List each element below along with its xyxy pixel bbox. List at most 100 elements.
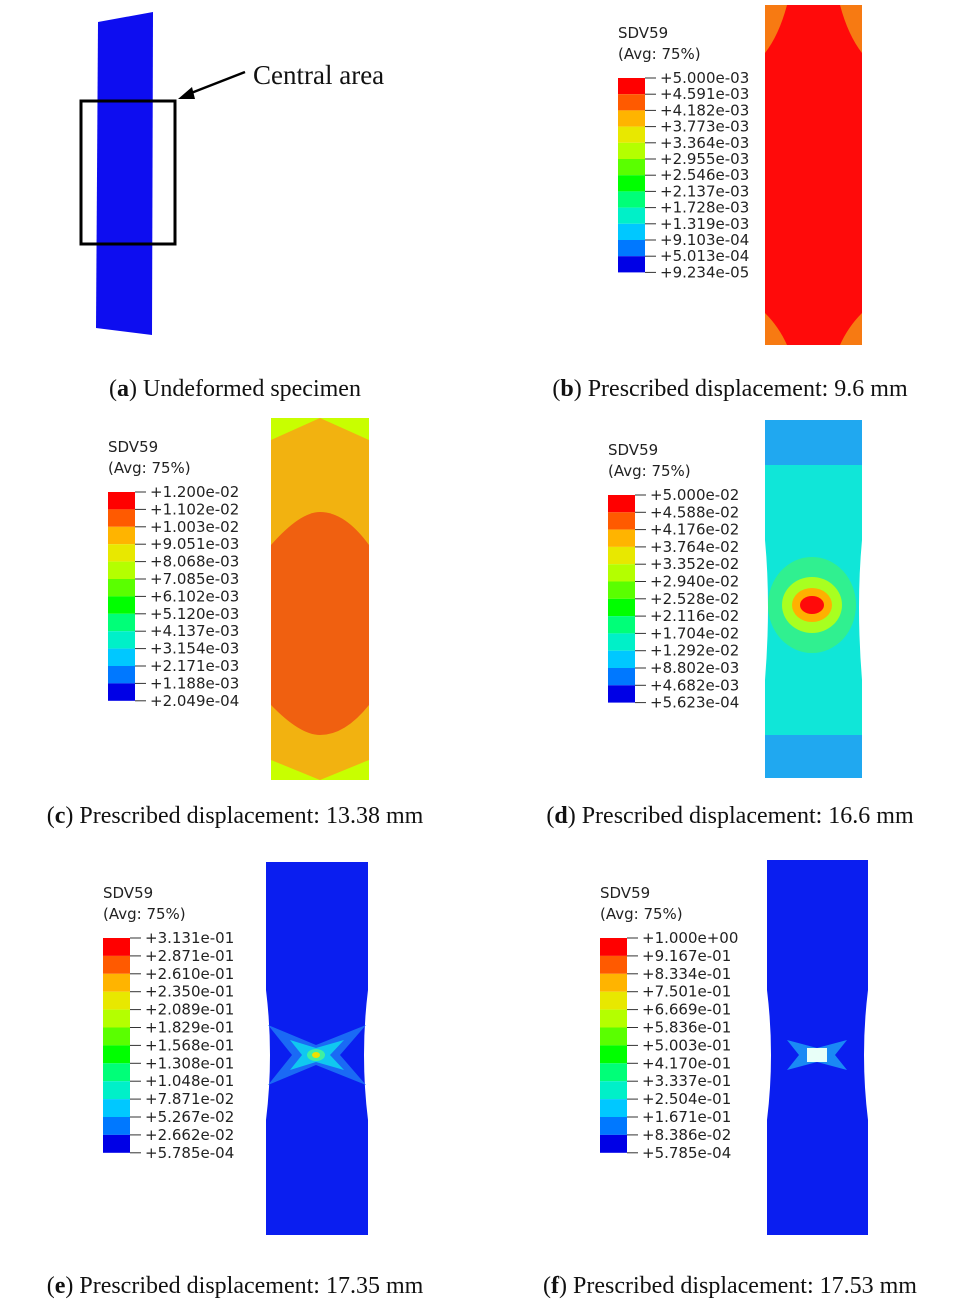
caption-part: ( [546, 803, 554, 829]
color-band [108, 579, 135, 597]
color-band [618, 175, 645, 192]
legend-subtitle: (Avg: 75%) [600, 905, 683, 923]
color-band [600, 938, 627, 956]
legend-label: +1.829e-01 [145, 1019, 234, 1037]
color-band [108, 666, 135, 684]
legend-label: +3.131e-01 [145, 929, 234, 947]
legend-label: +8.334e-01 [642, 965, 731, 983]
color-band [618, 240, 645, 257]
legend-label: +5.785e-04 [642, 1144, 731, 1162]
color-band [608, 495, 635, 513]
caption: (b) Prescribed displacement: 9.6 mm [552, 376, 908, 402]
legend-subtitle: (Avg: 75%) [608, 462, 691, 480]
color-band [618, 142, 645, 159]
legend-label: +9.234e-05 [660, 263, 749, 281]
caption-part: ) Prescribed displacement: 13.38 mm [65, 803, 423, 829]
legend-label: +5.120e-03 [150, 605, 239, 623]
legend-label: +2.504e-01 [642, 1090, 731, 1108]
legend-label: +4.170e-01 [642, 1054, 731, 1072]
caption-part: f [551, 1273, 560, 1299]
caption-part: a [117, 376, 129, 402]
color-band [600, 1134, 627, 1153]
color-band [618, 223, 645, 240]
color-band [103, 1063, 130, 1082]
legend-title: SDV59 [618, 24, 668, 42]
legend-label: +4.588e-02 [650, 503, 739, 521]
legend-label: +4.591e-03 [660, 85, 749, 103]
caption-part: ) Prescribed displacement: 17.53 mm [559, 1273, 917, 1299]
color-band [108, 544, 135, 562]
color-band [608, 650, 635, 668]
legend-label: +3.364e-03 [660, 134, 749, 152]
region [312, 1052, 320, 1058]
legend-label: +1.048e-01 [145, 1072, 234, 1090]
caption-part: ) Prescribed displacement: 9.6 mm [574, 376, 908, 402]
color-band [608, 529, 635, 547]
legend-label: +2.089e-01 [145, 1001, 234, 1019]
color-band [618, 78, 645, 95]
legend-label: +2.137e-03 [660, 182, 749, 200]
color-band [108, 526, 135, 545]
color-band [608, 633, 635, 651]
color-band [618, 207, 645, 224]
legend-label: +1.319e-03 [660, 215, 749, 233]
legend-label: +1.000e+00 [642, 929, 738, 947]
caption-part: ( [543, 1273, 551, 1299]
arrow [185, 70, 246, 97]
caption-part: ) Undeformed specimen [129, 376, 361, 402]
caption: (a) Undeformed specimen [109, 376, 361, 402]
legend-label: +2.610e-01 [145, 965, 234, 983]
legend-label: +7.085e-03 [150, 570, 239, 588]
caption: (c) Prescribed displacement: 13.38 mm [47, 803, 424, 829]
color-band [608, 598, 635, 617]
color-band [608, 512, 635, 530]
color-band [103, 973, 130, 992]
caption-part: c [55, 803, 66, 829]
legend-label: +2.662e-02 [145, 1126, 234, 1144]
color-band [608, 616, 635, 634]
region [800, 596, 824, 614]
color-band [103, 1134, 130, 1153]
region [765, 735, 862, 778]
legend-label: +9.103e-04 [660, 231, 749, 249]
contour [767, 860, 868, 1235]
color-band [103, 1027, 130, 1046]
legend-label: +3.352e-02 [650, 555, 739, 573]
legend-label: +2.940e-02 [650, 573, 739, 591]
specimen [96, 12, 153, 335]
color-band [600, 1117, 627, 1135]
color-band [600, 1099, 627, 1117]
legend-label: +2.955e-03 [660, 150, 749, 168]
color-band [600, 973, 627, 992]
region [765, 5, 862, 53]
legend-label: +2.528e-02 [650, 590, 739, 608]
legend-label: +5.000e-03 [660, 69, 749, 87]
legend-label: +5.267e-02 [145, 1108, 234, 1126]
color-band [618, 191, 645, 208]
legend-label: +6.669e-01 [642, 1001, 731, 1019]
legend-label: +2.350e-01 [145, 983, 234, 1001]
color-band [600, 991, 627, 1010]
legend-label: +4.137e-03 [150, 622, 239, 640]
color-band [600, 1081, 627, 1100]
color-band [108, 509, 135, 527]
color-band [103, 955, 130, 974]
contour [266, 862, 368, 1235]
caption-part: b [560, 376, 573, 402]
specimen [767, 860, 868, 1235]
contour [765, 420, 862, 778]
legend-label: +5.785e-04 [145, 1144, 234, 1162]
legend-subtitle: (Avg: 75%) [108, 459, 191, 477]
legend-label: +5.836e-01 [642, 1019, 731, 1037]
contour [271, 418, 369, 780]
legend-label: +1.102e-02 [150, 500, 239, 518]
color-band [608, 581, 635, 599]
legend-label: +1.671e-01 [642, 1108, 731, 1126]
color-band [108, 561, 135, 579]
color-band [608, 546, 635, 565]
legend-title: SDV59 [600, 884, 650, 902]
legend-label: +8.386e-02 [642, 1126, 731, 1144]
legend-title: SDV59 [108, 438, 158, 456]
